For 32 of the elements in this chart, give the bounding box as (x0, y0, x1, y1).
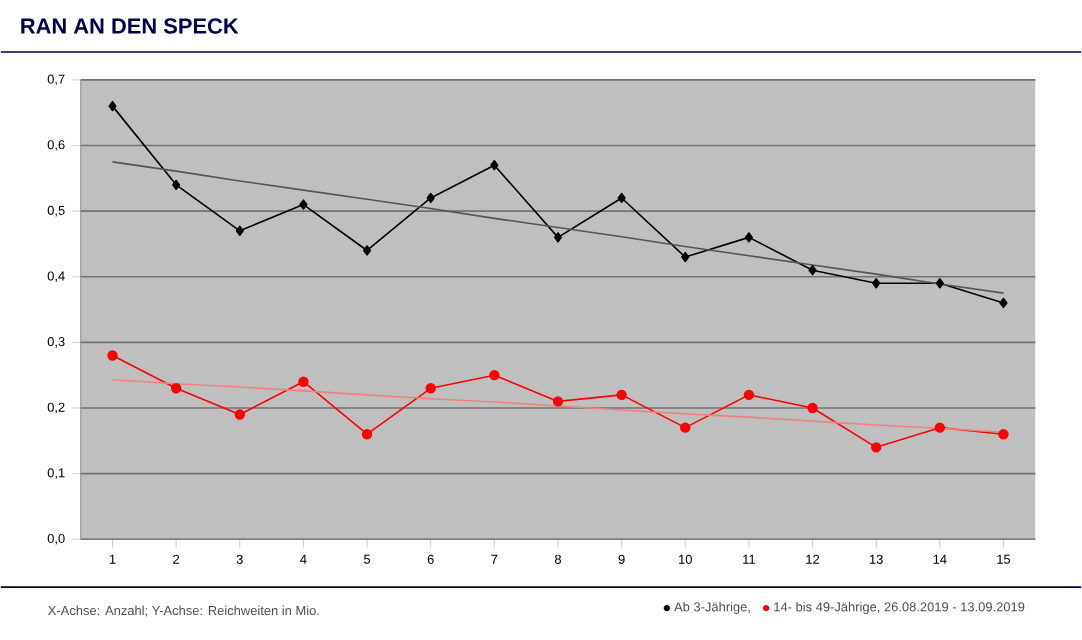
point (299, 199, 308, 211)
point (553, 232, 563, 244)
point (808, 265, 817, 276)
point (489, 370, 500, 381)
point (872, 278, 881, 289)
chart-title: RAN AN DEN SPECK (21, 18, 239, 35)
point (552, 396, 564, 408)
line-series (111, 161, 1005, 295)
point (362, 245, 372, 257)
point (935, 278, 944, 289)
point (999, 298, 1008, 309)
point (617, 193, 626, 204)
point (871, 442, 882, 453)
point (234, 409, 245, 421)
point (743, 390, 755, 401)
point (425, 383, 436, 394)
point (490, 160, 499, 171)
point (170, 383, 182, 394)
point (680, 422, 691, 434)
point (616, 390, 627, 401)
point (426, 193, 435, 204)
point (172, 180, 181, 191)
point (807, 403, 818, 414)
point (298, 377, 309, 388)
point (744, 232, 754, 244)
point (998, 429, 1009, 440)
point (108, 101, 117, 112)
point (107, 350, 118, 362)
point (681, 252, 690, 263)
point (235, 226, 244, 237)
point (934, 422, 946, 434)
point (361, 429, 373, 440)
